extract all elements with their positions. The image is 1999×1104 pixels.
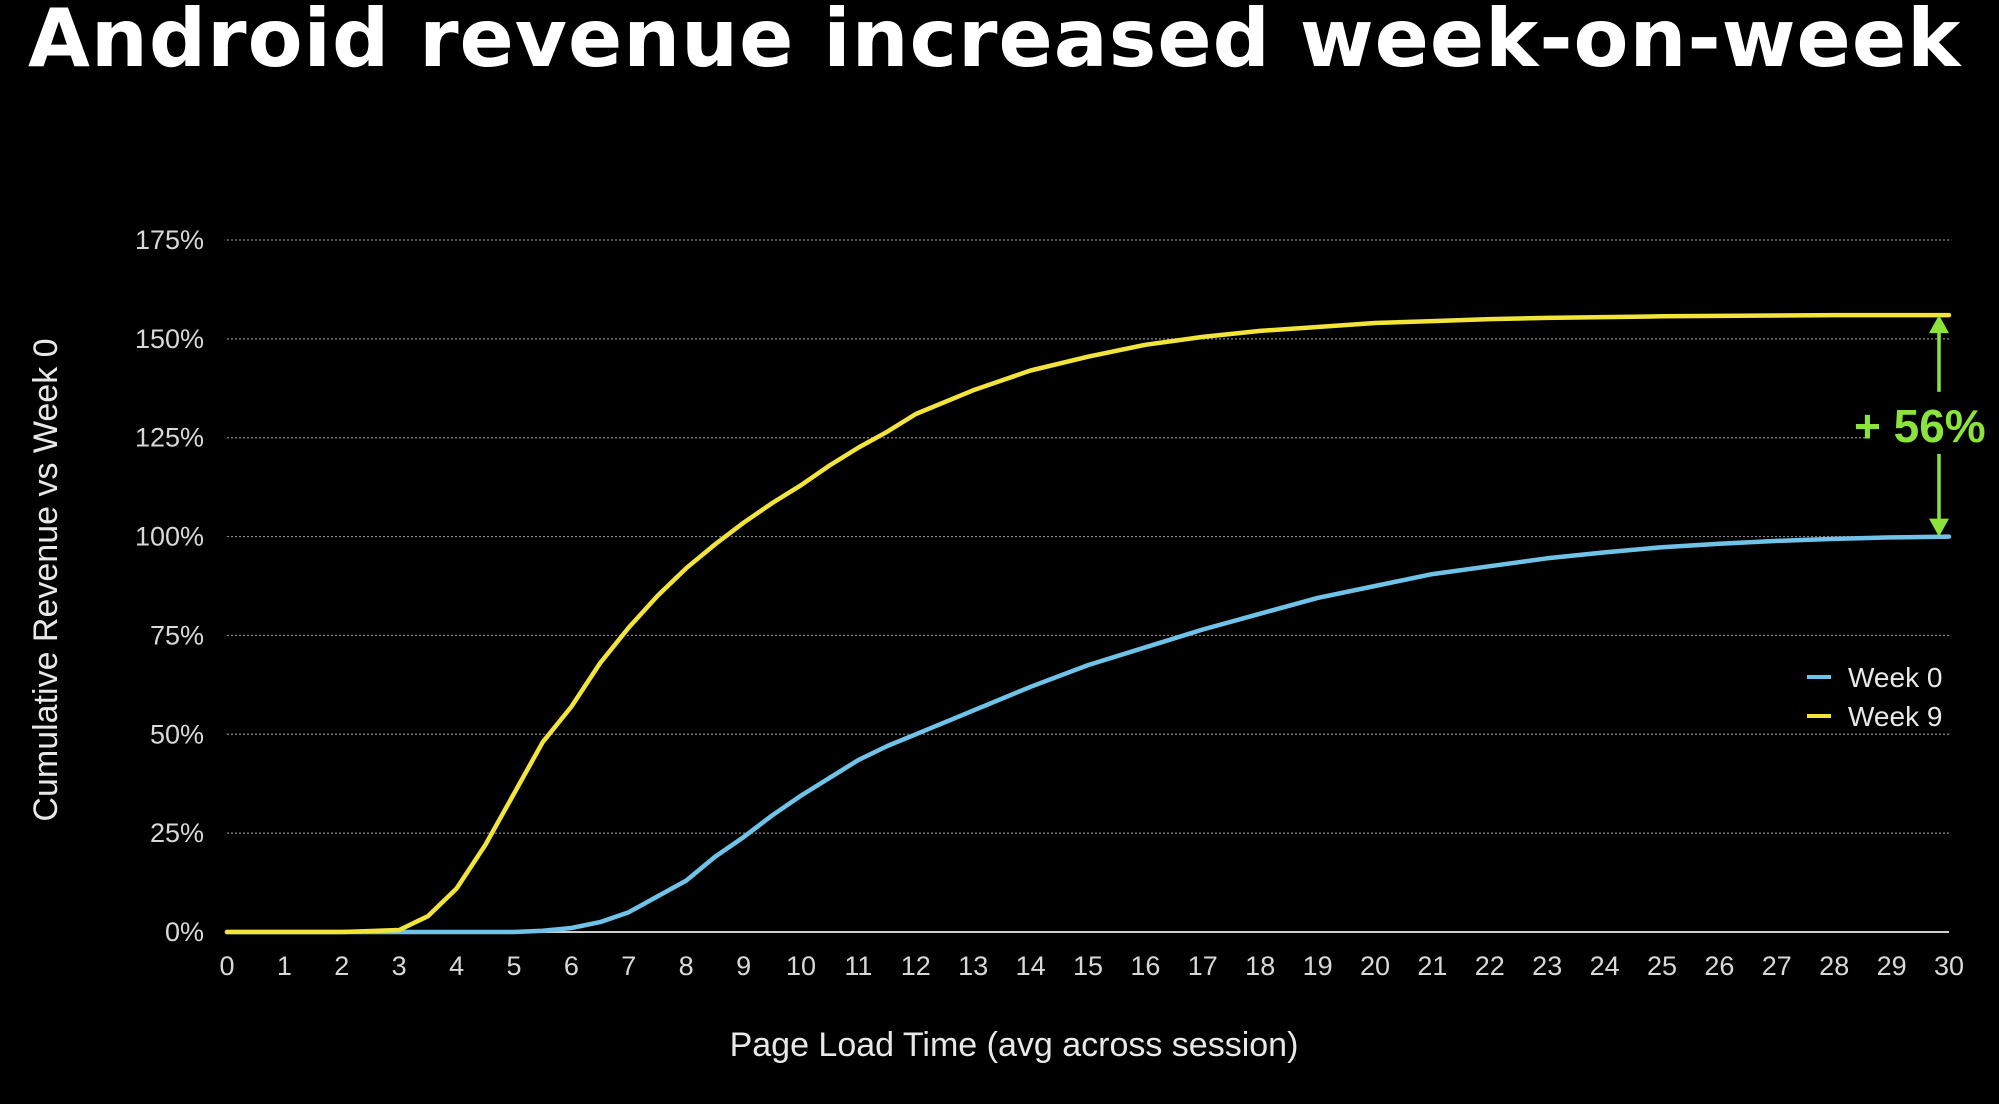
x-axis-ticks: 0 1 2 3 4 5 6 7 8 9 10 11 12 13 14 15 16 17 18 19 20 21 22 23 24… (219, 951, 1964, 981)
x-tick-label: 11 (844, 951, 872, 981)
y-tick-label: 0% (165, 917, 204, 947)
x-tick-label: 4 (449, 951, 464, 981)
x-tick-label: 19 (1303, 951, 1333, 981)
growth-annotation: + 56% (1854, 315, 1986, 537)
y-tick-label: 50% (150, 719, 204, 749)
x-tick-label: 27 (1762, 951, 1792, 981)
x-tick-label: 20 (1360, 951, 1390, 981)
arrow-up-icon (1929, 315, 1949, 334)
x-tick-label: 17 (1188, 951, 1218, 981)
x-tick-label: 2 (334, 951, 349, 981)
x-tick-label: 30 (1934, 951, 1964, 981)
x-tick-label: 25 (1647, 951, 1677, 981)
x-tick-label: 8 (679, 951, 694, 981)
x-tick-label: 18 (1245, 951, 1275, 981)
x-tick-label: 5 (506, 951, 521, 981)
x-tick-label: 1 (277, 951, 292, 981)
y-axis-ticks: 0% 25% 50% 75% 100% 125% 150% 175% (135, 225, 204, 947)
x-tick-label: 12 (901, 951, 931, 981)
series-line-week-9 (224, 312, 1952, 935)
x-tick-label: 14 (1016, 951, 1046, 981)
x-tick-label: 7 (621, 951, 636, 981)
x-tick-label: 0 (219, 951, 234, 981)
x-tick-label: 23 (1532, 951, 1562, 981)
legend-label: Week 0 (1848, 662, 1942, 693)
y-axis-title: Cumulative Revenue vs Week 0 (27, 338, 65, 821)
x-tick-label: 26 (1704, 951, 1734, 981)
series-line-week-0 (224, 534, 1952, 935)
x-tick-label: 29 (1877, 951, 1907, 981)
x-tick-label: 15 (1073, 951, 1103, 981)
x-tick-label: 22 (1475, 951, 1505, 981)
y-tick-label: 175% (135, 225, 204, 255)
x-tick-label: 21 (1417, 951, 1447, 981)
y-tick-label: 125% (135, 423, 204, 453)
x-tick-label: 10 (786, 951, 816, 981)
series-lines (224, 312, 1952, 935)
annotation-label-backdrop (1867, 393, 1953, 450)
legend: Week 0 Week 9 (1807, 662, 1942, 732)
legend-label: Week 9 (1848, 701, 1942, 732)
x-tick-label: 9 (736, 951, 751, 981)
slide-title: Android revenue increased week-on-week (28, 0, 1962, 85)
y-tick-label: 75% (150, 620, 204, 650)
x-tick-label: 6 (564, 951, 579, 981)
y-tick-label: 150% (135, 324, 204, 354)
x-tick-label: 28 (1819, 951, 1849, 981)
x-tick-label: 3 (392, 951, 407, 981)
gridlines (227, 239, 1949, 933)
y-tick-label: 100% (135, 522, 204, 552)
x-axis-title: Page Load Time (avg across session) (730, 1026, 1299, 1064)
arrow-down-icon (1929, 518, 1949, 537)
x-tick-label: 24 (1590, 951, 1620, 981)
annotation-label: + 56% (1854, 400, 1986, 452)
x-tick-label: 16 (1130, 951, 1160, 981)
y-tick-label: 25% (150, 818, 204, 848)
x-tick-label: 13 (958, 951, 988, 981)
